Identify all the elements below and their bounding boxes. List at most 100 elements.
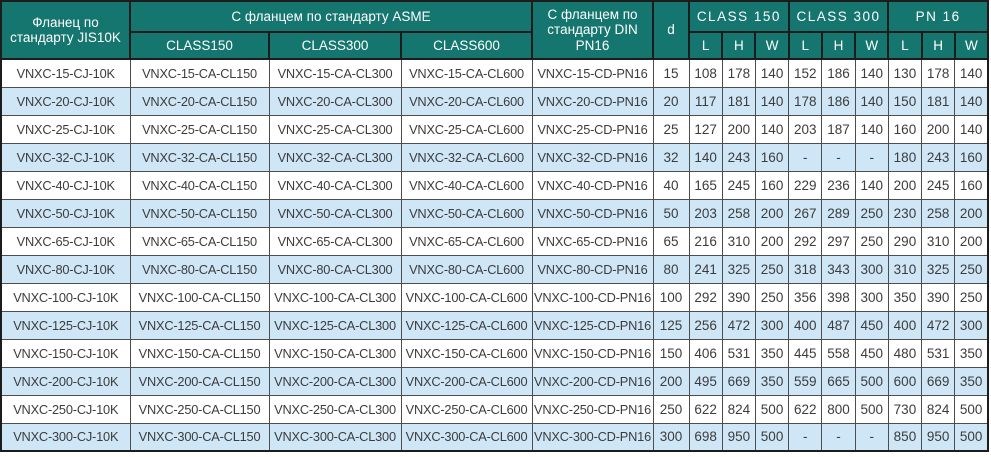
cell-d: 300 bbox=[652, 422, 690, 452]
cell-cl150-w: 160 bbox=[754, 170, 790, 200]
cell-pn16-w: 250 bbox=[954, 282, 989, 312]
cell-cl150-l: 216 bbox=[688, 226, 723, 256]
cell-asme-cl600: VNXC-25-CA-CL600 bbox=[400, 114, 533, 144]
cell-din-pn16: VNXC-125-CD-PN16 bbox=[531, 310, 654, 340]
cell-cl150-l: 622 bbox=[688, 394, 723, 424]
cell-asme-cl600: VNXC-20-CA-CL600 bbox=[400, 86, 533, 116]
cell-cl150-h: 310 bbox=[721, 226, 756, 256]
cell-cl300-h: 558 bbox=[821, 338, 856, 368]
header-class150-group: CLASS 150 bbox=[688, 0, 790, 33]
table-row: VNXC-125-CJ-10K VNXC-125-CA-CL150 VNXC-125… bbox=[0, 310, 989, 340]
cell-d: 125 bbox=[652, 310, 690, 340]
cell-asme-cl600: VNXC-200-CA-CL600 bbox=[400, 366, 533, 396]
cell-cl300-w: 140 bbox=[854, 86, 889, 116]
cell-pn16-w: 500 bbox=[954, 394, 989, 424]
cell-pn16-h: 243 bbox=[921, 142, 956, 172]
cell-pn16-h: 181 bbox=[921, 86, 956, 116]
cell-d: 150 bbox=[652, 338, 690, 368]
cell-cl300-l: - bbox=[788, 142, 823, 172]
cell-cl150-w: 350 bbox=[754, 366, 790, 396]
cell-pn16-l: 230 bbox=[887, 198, 923, 228]
cell-d: 200 bbox=[652, 366, 690, 396]
cell-jis: VNXC-100-CJ-10K bbox=[0, 282, 131, 312]
cell-asme-cl600: VNXC-150-CA-CL600 bbox=[400, 338, 533, 368]
cell-cl150-h: 531 bbox=[721, 338, 756, 368]
cell-cl150-l: 117 bbox=[688, 86, 723, 116]
cell-asme-cl600: VNXC-65-CA-CL600 bbox=[400, 226, 533, 256]
header-asme-class300: CLASS300 bbox=[268, 31, 402, 60]
cell-asme-cl150: VNXC-50-CA-CL150 bbox=[129, 198, 270, 228]
cell-pn16-w: 160 bbox=[954, 142, 989, 172]
cell-cl300-w: 140 bbox=[854, 170, 889, 200]
cell-cl300-w: 300 bbox=[854, 282, 889, 312]
cell-pn16-l: 160 bbox=[887, 114, 923, 144]
cell-cl150-w: 140 bbox=[754, 86, 790, 116]
cell-cl150-w: 500 bbox=[754, 394, 790, 424]
cell-cl300-w: 500 bbox=[854, 394, 889, 424]
cell-din-pn16: VNXC-200-CD-PN16 bbox=[531, 366, 654, 396]
cell-cl150-l: 292 bbox=[688, 282, 723, 312]
cell-pn16-l: 350 bbox=[887, 282, 923, 312]
cell-pn16-h: 472 bbox=[921, 310, 956, 340]
cell-cl300-w: - bbox=[854, 422, 889, 452]
cell-cl150-w: 160 bbox=[754, 142, 790, 172]
cell-asme-cl600: VNXC-50-CA-CL600 bbox=[400, 198, 533, 228]
cell-asme-cl300: VNXC-32-CA-CL300 bbox=[268, 142, 402, 172]
cell-jis: VNXC-40-CJ-10K bbox=[0, 170, 131, 200]
cell-cl300-w: 250 bbox=[854, 226, 889, 256]
cell-din-pn16: VNXC-50-CD-PN16 bbox=[531, 198, 654, 228]
cell-jis: VNXC-125-CJ-10K bbox=[0, 310, 131, 340]
cell-cl300-l: 229 bbox=[788, 170, 823, 200]
cell-jis: VNXC-20-CJ-10K bbox=[0, 86, 131, 116]
header-cl300-w: W bbox=[854, 31, 890, 60]
table-row: VNXC-20-CJ-10K VNXC-20-CA-CL150 VNXC-20-CA… bbox=[0, 86, 989, 116]
header-asme-class600: CLASS600 bbox=[399, 31, 534, 60]
cell-pn16-h: 824 bbox=[921, 394, 956, 424]
cell-asme-cl300: VNXC-150-CA-CL300 bbox=[268, 338, 402, 368]
cell-pn16-w: 350 bbox=[954, 338, 989, 368]
cell-d: 100 bbox=[652, 282, 690, 312]
cell-pn16-h: 669 bbox=[921, 366, 956, 396]
cell-asme-cl600: VNXC-15-CA-CL600 bbox=[400, 58, 533, 88]
cell-pn16-l: 480 bbox=[887, 338, 923, 368]
cell-cl300-w: 450 bbox=[854, 310, 889, 340]
cell-pn16-h: 178 bbox=[921, 58, 956, 88]
cell-cl300-h: 800 bbox=[821, 394, 856, 424]
header-pn16-l: L bbox=[887, 31, 923, 60]
cell-cl150-h: 390 bbox=[721, 282, 756, 312]
cell-asme-cl150: VNXC-40-CA-CL150 bbox=[129, 170, 270, 200]
cell-cl150-l: 241 bbox=[688, 254, 723, 284]
header-pn16-h: H bbox=[920, 31, 956, 60]
cell-din-pn16: VNXC-25-CD-PN16 bbox=[531, 114, 654, 144]
cell-cl300-h: 398 bbox=[821, 282, 856, 312]
cell-cl300-l: 445 bbox=[788, 338, 823, 368]
cell-asme-cl300: VNXC-25-CA-CL300 bbox=[268, 114, 402, 144]
cell-cl150-l: 406 bbox=[688, 338, 723, 368]
cell-cl300-h: - bbox=[821, 142, 856, 172]
cell-asme-cl150: VNXC-20-CA-CL150 bbox=[129, 86, 270, 116]
cell-cl300-w: 140 bbox=[854, 58, 889, 88]
cell-pn16-w: 140 bbox=[954, 86, 989, 116]
cell-pn16-l: 730 bbox=[887, 394, 923, 424]
cell-asme-cl300: VNXC-15-CA-CL300 bbox=[268, 58, 402, 88]
header-class300-group: CLASS 300 bbox=[787, 0, 890, 33]
header-jis10k: Фланец по стандарту JIS10K bbox=[0, 0, 131, 60]
cell-cl300-h: 487 bbox=[821, 310, 856, 340]
cell-pn16-l: 130 bbox=[887, 58, 923, 88]
table-row: VNXC-32-CJ-10K VNXC-32-CA-CL150 VNXC-32-CA… bbox=[0, 142, 989, 172]
cell-pn16-h: 325 bbox=[921, 254, 956, 284]
cell-cl150-h: 243 bbox=[721, 142, 756, 172]
cell-asme-cl150: VNXC-65-CA-CL150 bbox=[129, 226, 270, 256]
cell-din-pn16: VNXC-32-CD-PN16 bbox=[531, 142, 654, 172]
table-row: VNXC-15-CJ-10K VNXC-15-CA-CL150 VNXC-15-CA… bbox=[0, 58, 989, 88]
cell-cl300-w: 250 bbox=[854, 198, 889, 228]
cell-pn16-l: 850 bbox=[887, 422, 923, 452]
cell-pn16-l: 180 bbox=[887, 142, 923, 172]
cell-cl150-w: 250 bbox=[754, 254, 790, 284]
cell-cl300-w: 300 bbox=[854, 254, 889, 284]
cell-pn16-w: 500 bbox=[954, 422, 989, 452]
cell-cl300-h: - bbox=[821, 422, 856, 452]
cell-cl150-h: 325 bbox=[721, 254, 756, 284]
cell-pn16-w: 250 bbox=[954, 254, 989, 284]
